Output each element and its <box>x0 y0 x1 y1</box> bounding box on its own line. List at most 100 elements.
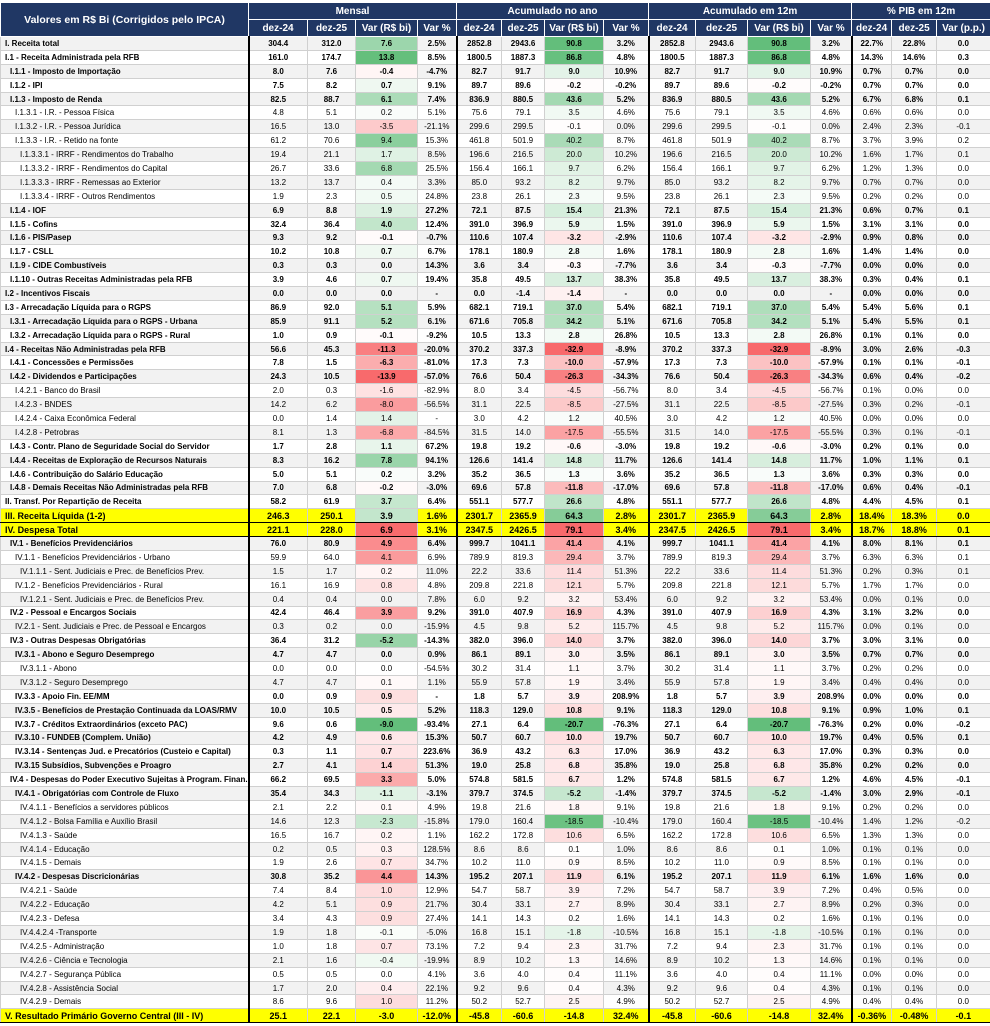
variation-cell: -4.5 <box>545 384 604 398</box>
value-cell: 58.7 <box>502 884 545 898</box>
value-cell: 0.0 <box>249 689 308 703</box>
value-cell: 299.5 <box>696 120 748 134</box>
value-cell: 11.0 <box>502 856 545 870</box>
variation-cell: -3.5 <box>356 120 418 134</box>
row-label: IV.4.1 - Obrigatórias com Controle de Fl… <box>1 787 249 801</box>
value-cell: 391.0 <box>649 217 696 231</box>
value-cell: 9.2 <box>502 592 545 606</box>
variation-cell: 8.2 <box>748 175 811 189</box>
value-cell: 46.4 <box>308 606 356 620</box>
variation-cell: -11.3 <box>356 342 418 356</box>
value-cell: 396.9 <box>502 217 545 231</box>
value-cell: 178.1 <box>457 245 502 259</box>
value-cell: 0.5 <box>308 842 356 856</box>
value-cell: 35.8 <box>649 273 696 287</box>
value-cell: 7.6 <box>308 64 356 78</box>
row-label: I.4.2 - Dividendos e Participações <box>1 370 249 384</box>
variation-cell: 3.2 <box>545 592 604 606</box>
variation-cell: 0.9 <box>356 898 418 912</box>
value-cell: 141.4 <box>502 453 545 467</box>
value-cell: -10.5% <box>811 926 852 940</box>
column-header: Var (R$ bi) <box>356 20 418 37</box>
value-cell: - <box>418 689 457 703</box>
value-cell: 0.0 <box>937 78 990 92</box>
value-cell: 8.0 <box>649 384 696 398</box>
row-label: IV.1.1.1 - Sent. Judiciais e Prec. de Be… <box>1 564 249 578</box>
value-cell: 4.8% <box>811 50 852 64</box>
value-cell: 0.6% <box>852 203 892 217</box>
value-cell: 4.7 <box>249 675 308 689</box>
value-cell: 6.3% <box>892 550 937 564</box>
variation-cell: 3.5 <box>748 106 811 120</box>
variation-cell: -9.0 <box>356 717 418 731</box>
value-cell: 374.5 <box>502 787 545 801</box>
variation-cell: -11.8 <box>545 481 604 495</box>
value-cell: 180.9 <box>502 245 545 259</box>
value-cell: 33.6 <box>696 564 748 578</box>
value-cell: 0.3% <box>852 745 892 759</box>
row-label: IV.3 - Outras Despesas Obrigatórias <box>1 634 249 648</box>
table-row: IV.4 - Despesas do Poder Executivo Sujei… <box>1 773 990 787</box>
value-cell: -93.4% <box>418 717 457 731</box>
variation-cell: -0.2 <box>356 481 418 495</box>
value-cell: 0.1% <box>892 356 937 370</box>
variation-cell: -18.5 <box>748 814 811 828</box>
table-row: I.4.3 - Contr. Plano de Seguridade Socia… <box>1 439 990 453</box>
value-cell: 14.3% <box>418 259 457 273</box>
value-cell: 54.7 <box>457 884 502 898</box>
variation-cell: 0.7 <box>356 78 418 92</box>
value-cell: 69.6 <box>649 481 696 495</box>
value-cell: 836.9 <box>649 92 696 106</box>
value-cell: 4.9% <box>418 800 457 814</box>
value-cell: 36.4 <box>308 217 356 231</box>
value-cell: 6.4 <box>696 717 748 731</box>
value-cell: 0.7% <box>852 648 892 662</box>
value-cell: 10.5 <box>649 328 696 342</box>
value-cell: 0.0 <box>308 287 356 301</box>
variation-cell: -4.5 <box>748 384 811 398</box>
value-cell: 60.7 <box>696 731 748 745</box>
value-cell: 0.0 <box>937 662 990 676</box>
column-header: dez-24 <box>249 20 308 37</box>
value-cell: 0.4% <box>852 675 892 689</box>
variation-cell: 0.1 <box>356 800 418 814</box>
variation-cell: -13.9 <box>356 370 418 384</box>
variation-cell: 6.7 <box>748 773 811 787</box>
row-label: I.4.1 - Concessões e Permissões <box>1 356 249 370</box>
value-cell: 5.2% <box>418 703 457 717</box>
value-cell: -21.1% <box>418 120 457 134</box>
variation-cell: 3.9 <box>748 689 811 703</box>
value-cell: 4.9% <box>604 995 649 1009</box>
value-cell: 0.3% <box>852 273 892 287</box>
value-cell: 209.8 <box>649 578 696 592</box>
value-cell: 3.4% <box>811 523 852 537</box>
value-cell: 18.8% <box>892 523 937 537</box>
value-cell: 52.7 <box>696 995 748 1009</box>
value-cell: 10.9% <box>811 64 852 78</box>
variation-cell: 0.4 <box>545 981 604 995</box>
value-cell: 12.3 <box>308 814 356 828</box>
value-cell: 10.9% <box>604 64 649 78</box>
value-cell: 172.8 <box>502 828 545 842</box>
value-cell: 0.0 <box>937 939 990 953</box>
value-cell: 9.7% <box>811 175 852 189</box>
value-cell: 5.2% <box>604 92 649 106</box>
value-cell: 0.2 <box>937 134 990 148</box>
value-cell: 43.2 <box>502 745 545 759</box>
value-cell: 19.2 <box>696 439 748 453</box>
row-label: IV. Despesa Total <box>1 523 249 537</box>
variation-cell: 2.5 <box>748 995 811 1009</box>
value-cell: 391.0 <box>457 606 502 620</box>
value-cell: 19.4 <box>249 148 308 162</box>
value-cell: 57.8 <box>502 675 545 689</box>
value-cell: 0.1% <box>892 842 937 856</box>
row-label: IV.4.2.3 - Defesa <box>1 912 249 926</box>
variation-cell: 0.4 <box>356 981 418 995</box>
value-cell: 221.8 <box>696 578 748 592</box>
variation-cell: 14.8 <box>748 453 811 467</box>
variation-cell: -17.5 <box>545 425 604 439</box>
